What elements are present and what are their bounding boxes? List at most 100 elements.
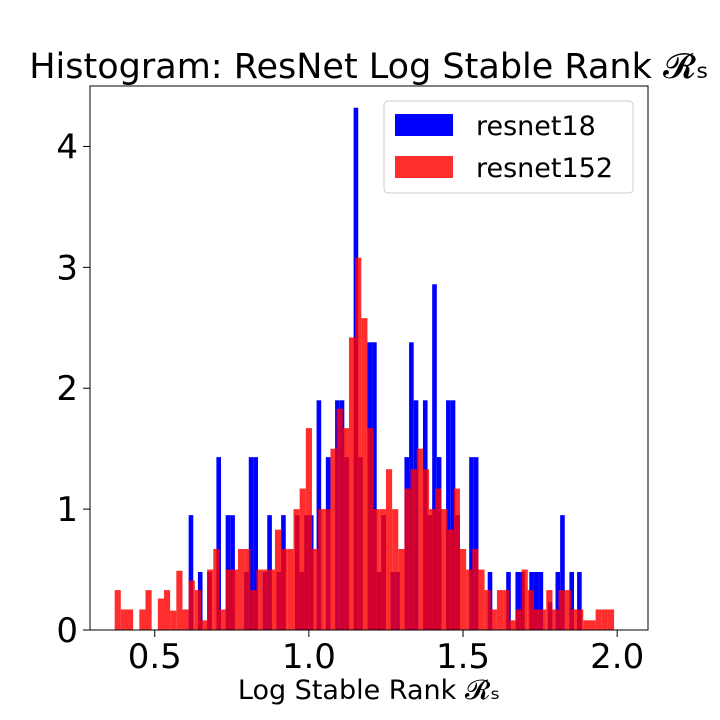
bar-resnet152-75 — [589, 620, 596, 630]
bar-resnet152-73 — [577, 609, 584, 630]
bar-resnet152-9 — [182, 609, 189, 630]
bar-resnet152-2 — [126, 609, 134, 630]
bar-resnet18-8 — [253, 457, 259, 630]
y-tick-label: 1 — [56, 490, 78, 530]
bar-resnet152-3 — [139, 609, 146, 630]
bar-resnet152-4 — [145, 590, 152, 630]
bar-resnet18-0 — [188, 515, 194, 630]
bar-resnet152-70 — [558, 590, 565, 630]
bar-resnet152-1 — [120, 609, 127, 630]
legend-label-resnet152: resnet152 — [476, 153, 613, 184]
y-tick-label: 0 — [56, 611, 78, 651]
bar-resnet18-48 — [538, 571, 544, 630]
bar-resnet152-76 — [595, 609, 602, 630]
bar-resnet18-41 — [473, 457, 479, 630]
bar-resnet152-43 — [392, 509, 399, 630]
bar-resnet152-55 — [466, 569, 473, 630]
x-tick-label: 2.0 — [590, 637, 644, 677]
bar-resnet152-6 — [163, 590, 171, 630]
bar-resnet152-41 — [379, 509, 386, 630]
bar-resnet152-28 — [299, 488, 306, 630]
bar-resnet152-50 — [435, 488, 442, 630]
y-tick-label: 4 — [56, 127, 78, 167]
bar-resnet152-20 — [250, 590, 257, 630]
bar-resnet152-37 — [355, 257, 362, 630]
bar-resnet152-17 — [231, 569, 238, 630]
bar-resnet18-3 — [216, 457, 222, 630]
bar-resnet152-45 — [404, 488, 411, 630]
bar-resnet152-24 — [274, 529, 282, 630]
bar-resnet152-16 — [225, 569, 232, 630]
y-tick-label: 2 — [56, 369, 78, 409]
bar-resnet18-44 — [515, 571, 521, 630]
bar-resnet152-71 — [564, 590, 571, 630]
bar-resnet18-53 — [577, 571, 582, 630]
legend-swatch-resnet18 — [395, 114, 453, 136]
bar-resnet152-25 — [281, 549, 288, 630]
bar-resnet152-59 — [490, 609, 497, 630]
bar-resnet152-54 — [459, 549, 467, 630]
bar-resnet152-51 — [441, 509, 448, 630]
bar-resnet18-51 — [560, 515, 565, 630]
plot-frame — [89, 85, 649, 631]
x-axis-ticks: 0.5 1.0 1.5 2.0 — [128, 630, 644, 677]
bar-resnet152-31 — [318, 509, 325, 630]
bar-resnet152-56 — [472, 549, 479, 630]
bar-resnet18-40 — [469, 457, 474, 630]
x-tick-label: 1.5 — [436, 637, 490, 677]
bar-resnet152-21 — [256, 569, 263, 630]
bar-resnet152-68 — [546, 590, 553, 630]
bar-resnet152-46 — [410, 469, 417, 630]
bar-resnet152-69 — [552, 609, 559, 630]
bar-resnet152-42 — [385, 469, 393, 630]
bar-resnet18-35 — [432, 284, 437, 630]
bar-resnet152-0 — [114, 590, 121, 630]
bar-resnet152-57 — [478, 569, 485, 630]
bar-resnet152-5 — [157, 598, 164, 630]
bar-resnet152-12 — [200, 620, 208, 630]
bar-resnet152-34 — [336, 408, 343, 630]
bar-resnet152-62 — [509, 620, 516, 630]
bar-resnet152-33 — [330, 448, 337, 630]
x-tick-label: 1.0 — [282, 637, 336, 677]
bar-resnet152-40 — [373, 509, 380, 630]
bar-resnet152-35 — [342, 428, 349, 630]
bar-resnet18-38 — [450, 400, 456, 630]
legend-swatch-resnet152 — [395, 156, 453, 178]
y-tick-label: 3 — [56, 248, 78, 288]
bar-resnet152-23 — [268, 569, 275, 630]
bar-resnet152-36 — [348, 337, 356, 630]
bar-resnet152-29 — [305, 428, 312, 630]
bar-resnet152-78 — [607, 609, 615, 630]
bar-resnet152-11 — [194, 590, 201, 630]
bar-resnet18-50 — [555, 571, 561, 630]
bar-resnet152-10 — [188, 580, 195, 630]
bar-resnet152-44 — [398, 549, 405, 630]
bar-resnet152-58 — [484, 590, 491, 630]
bar-resnet152-72 — [570, 609, 578, 630]
bar-resnet152-67 — [540, 609, 547, 630]
bar-resnet152-8 — [176, 570, 183, 630]
bar-resnet152-52 — [447, 529, 454, 630]
bar-resnet152-63 — [515, 609, 522, 630]
x-axis-label: Log Stable Rank 𝓡ₛ — [238, 675, 500, 706]
bar-resnet152-66 — [533, 609, 541, 630]
bar-resnet152-18 — [237, 549, 245, 630]
bar-resnet152-77 — [601, 609, 608, 630]
bar-resnet18-7 — [248, 457, 254, 630]
bar-resnet152-27 — [293, 509, 300, 630]
bar-resnet152-14 — [213, 549, 220, 630]
bar-resnet152-60 — [496, 590, 504, 630]
bar-resnet152-53 — [453, 488, 460, 630]
bar-resnet152-64 — [521, 569, 528, 630]
bar-resnet152-47 — [416, 448, 423, 630]
bar-resnet152-30 — [311, 549, 319, 630]
legend-label-resnet18: resnet18 — [476, 111, 596, 142]
bar-resnet152-22 — [262, 569, 269, 630]
bar-resnet152-38 — [361, 318, 368, 630]
bar-resnet152-7 — [170, 610, 177, 630]
bar-resnet152-32 — [324, 509, 331, 630]
bar-resnet152-48 — [422, 469, 430, 630]
chart-title: Histogram: ResNet Log Stable Rank 𝓡ₛ — [29, 47, 709, 87]
